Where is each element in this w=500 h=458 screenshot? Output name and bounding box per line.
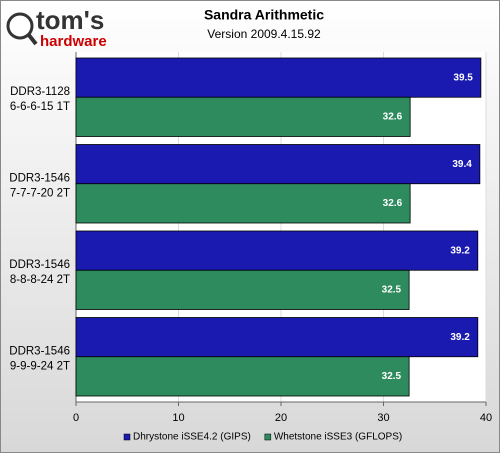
chart-subtitle: Version 2009.4.15.92 (207, 27, 321, 41)
y-tick-label: DDR3-1128 (10, 86, 70, 98)
value-label: 32.5 (382, 371, 402, 382)
y-tick-label: 8-8-8-24 2T (10, 274, 70, 286)
y-tick-label: 6-6-6-15 1T (10, 101, 70, 113)
bar (75, 269, 410, 310)
value-label: 32.6 (383, 112, 403, 123)
x-tick-label: 0 (73, 412, 79, 424)
logo-icon (26, 32, 38, 46)
y-tick-label: DDR3-1546 (9, 259, 70, 271)
logo-icon (6, 12, 34, 40)
chart-title: Sandra Arithmetic (204, 7, 324, 23)
value-label: 32.6 (383, 198, 403, 209)
value-label: 39.5 (453, 72, 473, 83)
legend-label: Whetstone iSSE3 (GFLOPS) (274, 432, 402, 443)
value-label: 39.2 (450, 245, 470, 256)
bar (75, 183, 411, 224)
bar (75, 317, 479, 358)
x-tick-label: 10 (172, 412, 184, 424)
logo-sub: hardware (40, 33, 107, 50)
y-tick-label: 7-7-7-20 2T (10, 187, 70, 199)
value-label: 39.2 (450, 332, 470, 343)
bar (75, 57, 482, 98)
value-label: 32.5 (382, 285, 402, 296)
bar (75, 96, 411, 137)
x-tick-label: 30 (377, 412, 389, 424)
legend-swatch (264, 433, 272, 441)
logo-name: tom's (36, 5, 104, 35)
legend-label: Dhrystone iSSE4.2 (GIPS) (133, 432, 251, 443)
logo: tom's hardware (6, 5, 107, 50)
legend-swatch (123, 433, 131, 441)
y-tick-label: DDR3-1546 (9, 172, 70, 184)
bar (75, 356, 410, 397)
value-label: 39.4 (452, 159, 472, 170)
bar (75, 144, 481, 185)
bar (75, 230, 479, 271)
x-tick-label: 20 (275, 412, 287, 424)
x-tick-label: 40 (480, 412, 492, 424)
y-tick-label: DDR3-1546 (9, 345, 70, 357)
y-tick-label: 9-9-9-24 2T (10, 360, 70, 372)
